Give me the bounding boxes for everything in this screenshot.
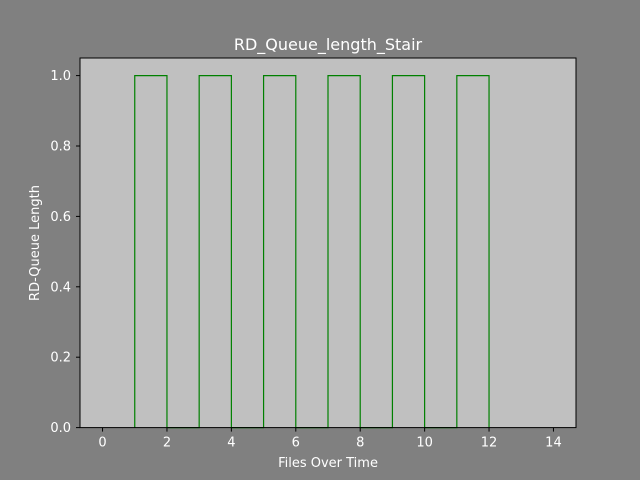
y-tick-label: 0.8	[50, 140, 71, 155]
y-tick-label: 0.2	[50, 351, 71, 366]
x-tick-label: 12	[481, 436, 498, 451]
y-tick-label: 0.6	[50, 210, 71, 225]
y-tick-label: 0.4	[50, 280, 71, 295]
x-tick-label: 4	[227, 436, 235, 451]
x-axis-label: Files Over Time	[278, 456, 378, 471]
x-axis: 0 2 4 6 8 10 12 14	[98, 427, 562, 451]
x-tick-label: 0	[98, 436, 106, 451]
x-tick-label: 2	[163, 436, 171, 451]
chart-title: RD_Queue_length_Stair	[234, 35, 423, 55]
x-tick-label: 8	[356, 436, 364, 451]
x-tick-label: 6	[292, 436, 300, 451]
y-tick-label: 1.0	[50, 69, 71, 84]
x-tick-label: 10	[416, 436, 433, 451]
x-tick-label: 14	[545, 436, 562, 451]
plot-frame	[79, 57, 577, 429]
y-tick-label: 0.0	[50, 421, 71, 436]
y-axis-label: RD-Queue Length	[28, 185, 43, 301]
y-axis: 0.0 0.2 0.4 0.6 0.8 1.0	[50, 69, 80, 436]
